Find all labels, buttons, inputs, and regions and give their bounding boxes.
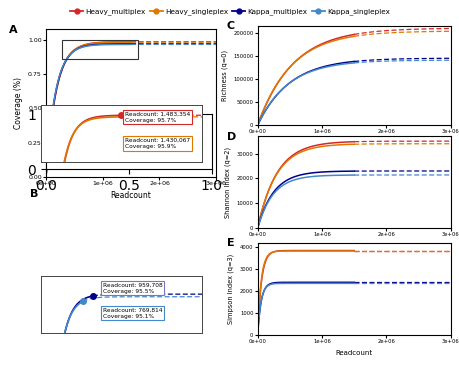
Text: Readcount: 1,430,067
Coverage: 95.9%: Readcount: 1,430,067 Coverage: 95.9% [125, 138, 190, 149]
Text: Readcount: 959,708
Coverage: 95.5%: Readcount: 959,708 Coverage: 95.5% [102, 283, 162, 294]
Text: D: D [226, 132, 235, 142]
X-axis label: Readcount: Readcount [335, 350, 372, 355]
Bar [62, 40, 138, 59]
Text: A: A [9, 25, 17, 35]
Y-axis label: Richness (q=0): Richness (q=0) [221, 50, 227, 101]
Text: Readcount: 769,814
Coverage: 95.1%: Readcount: 769,814 Coverage: 95.1% [102, 308, 162, 319]
Text: C: C [226, 21, 234, 31]
Text: Readcount: 1,483,354
Coverage: 95.7%: Readcount: 1,483,354 Coverage: 95.7% [125, 112, 190, 123]
Y-axis label: Coverage (%): Coverage (%) [13, 77, 22, 129]
Legend: Heavy_multiplex, Heavy_singleplex, Kappa_multiplex, Kappa_singleplex: Heavy_multiplex, Heavy_singleplex, Kappa… [67, 6, 392, 18]
Y-axis label: Shannon Index (q=2): Shannon Index (q=2) [224, 146, 230, 218]
Y-axis label: Simpson Index (q=3): Simpson Index (q=3) [227, 254, 234, 324]
X-axis label: Readcount: Readcount [111, 191, 151, 200]
Text: B: B [30, 189, 38, 199]
Text: E: E [226, 238, 234, 248]
